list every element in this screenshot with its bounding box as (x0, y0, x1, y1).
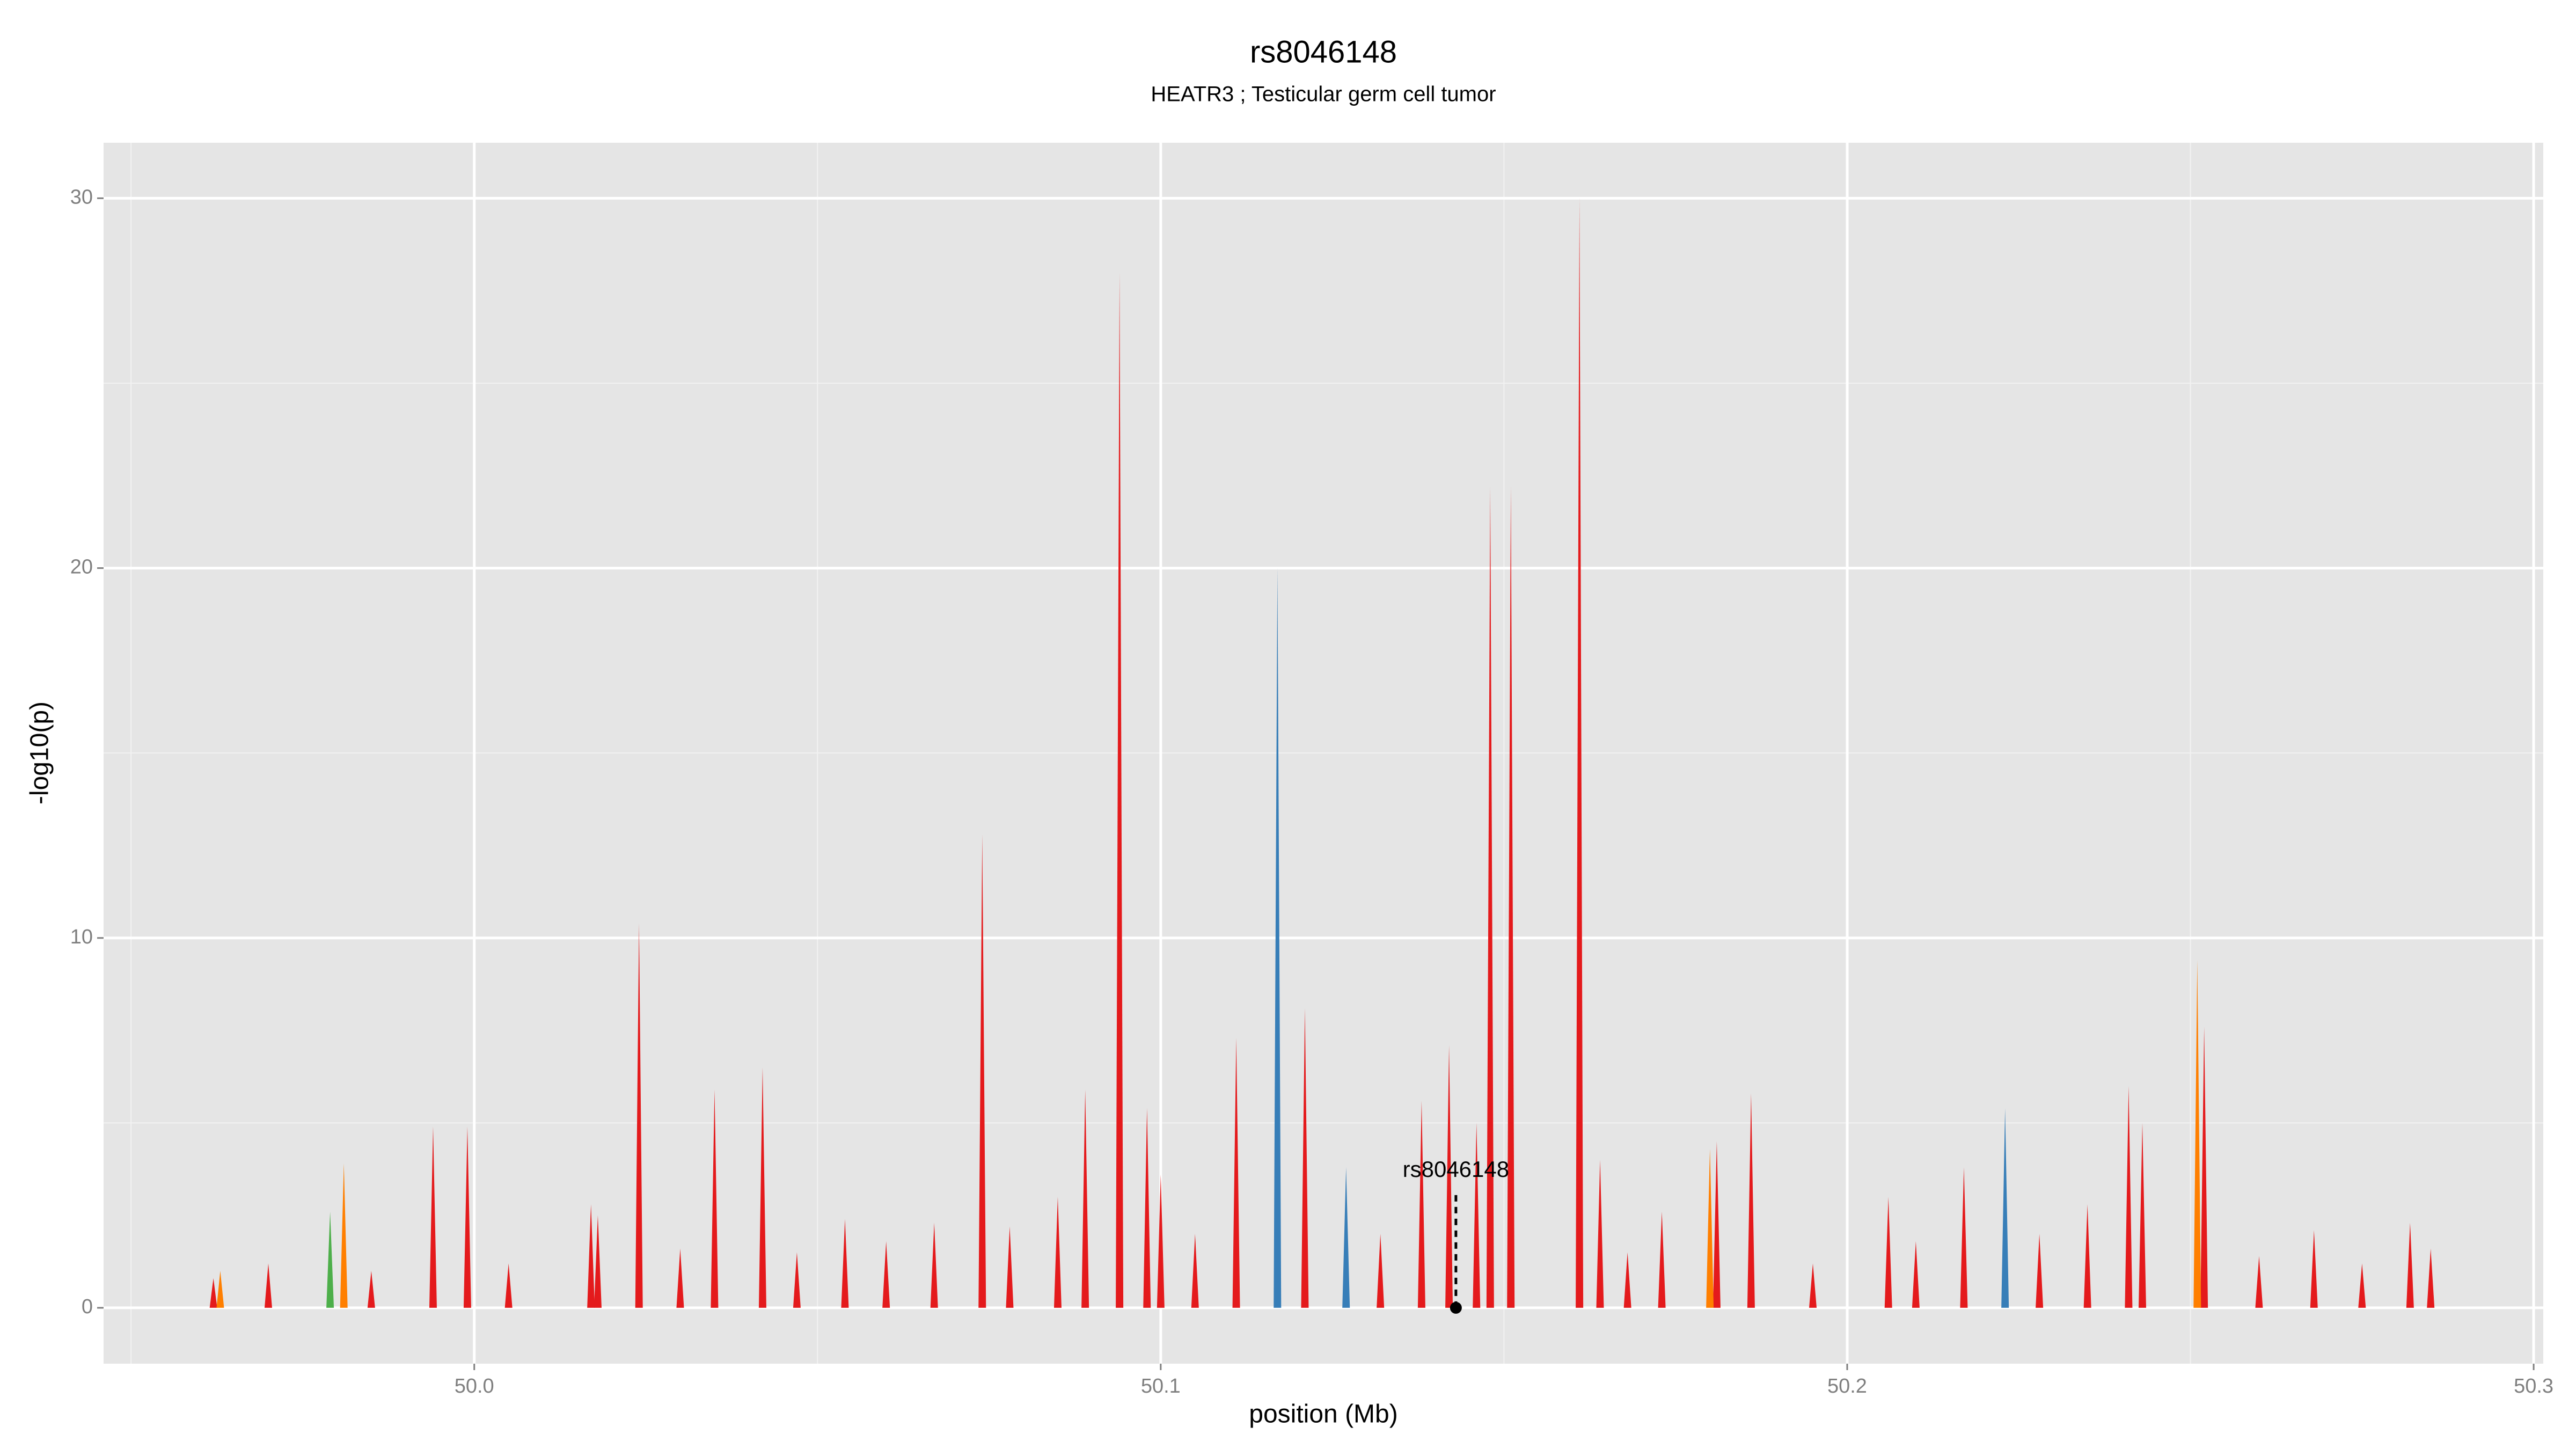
annotation-label: rs8046148 (1403, 1157, 1510, 1182)
peak (2036, 1234, 2044, 1308)
peak (2255, 1256, 2263, 1308)
peak (340, 1163, 348, 1308)
peak (758, 1067, 766, 1308)
peak (1191, 1234, 1199, 1308)
peak (1747, 1093, 1755, 1308)
peak (882, 1241, 890, 1308)
peak (711, 1089, 719, 1308)
peak (594, 1215, 602, 1308)
peak (2083, 1204, 2091, 1308)
peak (587, 1204, 595, 1308)
x-axis-title: position (Mb) (1249, 1400, 1397, 1429)
peak (216, 1271, 224, 1308)
peak (2125, 1086, 2133, 1308)
peak (1053, 1197, 1062, 1308)
peak (1912, 1241, 1920, 1308)
peak (1006, 1226, 1014, 1308)
peak (1143, 1108, 1151, 1308)
peak (1445, 1045, 1453, 1308)
peak (1081, 1089, 1089, 1308)
peak (1576, 198, 1584, 1308)
peak (2406, 1223, 2414, 1308)
peak (2358, 1263, 2366, 1308)
peak (1342, 1167, 1350, 1308)
y-tick-label: 10 (70, 926, 93, 948)
peak (1116, 272, 1124, 1308)
peak (1713, 1141, 1721, 1308)
peak (1473, 1123, 1481, 1308)
peak (1507, 486, 1515, 1308)
peak (2193, 960, 2201, 1308)
peak (504, 1263, 513, 1308)
peak (1658, 1211, 1666, 1308)
peak (1486, 486, 1494, 1308)
peak (264, 1263, 272, 1308)
peak (326, 1211, 334, 1308)
peak (1960, 1167, 1968, 1308)
x-tick-label: 50.2 (1827, 1375, 1867, 1397)
chart-subtitle: HEATR3 ; Testicular germ cell tumor (1151, 83, 1496, 106)
peak (676, 1248, 684, 1308)
y-tick-label: 20 (70, 556, 93, 579)
peak (1809, 1263, 1817, 1308)
peak (2200, 1027, 2208, 1308)
peak (1596, 1160, 1604, 1308)
peak (793, 1252, 801, 1308)
peak (930, 1223, 938, 1308)
peak (1377, 1234, 1385, 1308)
peak (367, 1271, 375, 1308)
y-tick-label: 0 (82, 1296, 93, 1318)
peak (2427, 1248, 2435, 1308)
y-axis-title: -log10(p) (26, 701, 54, 804)
peak (978, 834, 986, 1308)
peak (2310, 1230, 2318, 1308)
chart-title: rs8046148 (1250, 34, 1397, 69)
x-tick-label: 50.0 (455, 1375, 494, 1397)
x-tick-label: 50.1 (1141, 1375, 1181, 1397)
peak (209, 1278, 217, 1308)
peak (1623, 1252, 1631, 1308)
x-tick-label: 50.3 (2514, 1375, 2553, 1397)
annotation-point (1450, 1301, 1462, 1314)
peak (2001, 1108, 2009, 1308)
peak (841, 1219, 849, 1308)
peak (1884, 1197, 1892, 1308)
peak (463, 1126, 471, 1308)
peak (635, 923, 643, 1308)
peak (1706, 1148, 1714, 1308)
peak (1274, 568, 1282, 1308)
peak (1417, 1100, 1425, 1308)
peak (1157, 1174, 1165, 1308)
peak (2138, 1123, 2146, 1308)
peak (429, 1126, 437, 1308)
peak (1232, 1037, 1240, 1308)
y-tick-label: 30 (70, 186, 93, 208)
peak (1301, 1008, 1309, 1308)
